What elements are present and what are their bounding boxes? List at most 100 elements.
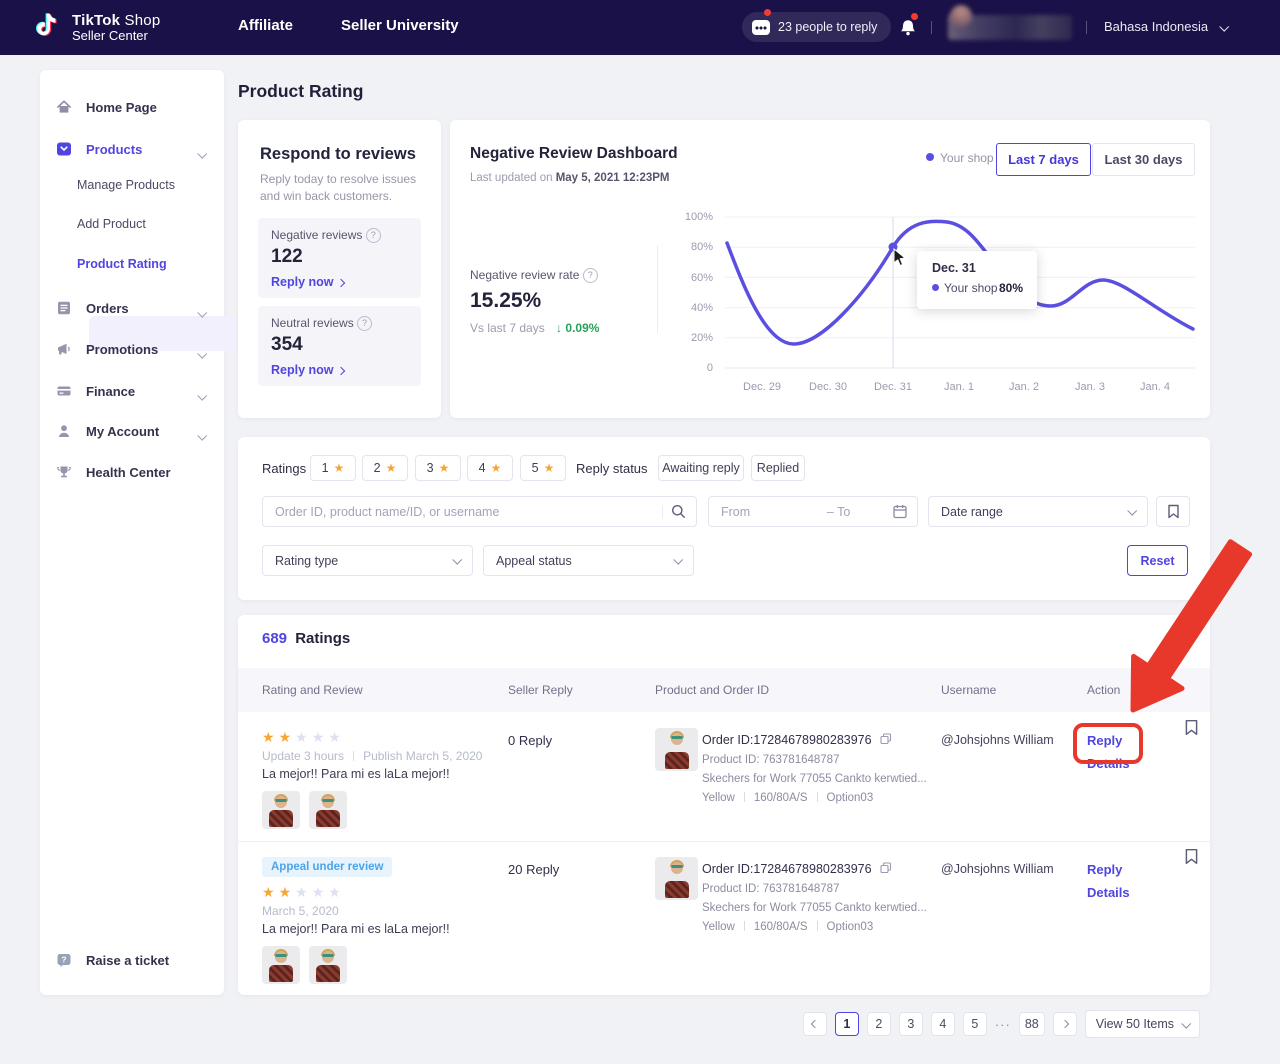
date-from-to-input[interactable]: From – To [708,496,918,527]
appeal-status-select[interactable]: Appeal status [483,545,694,576]
sidebar-label: My Account [86,423,160,439]
date-range-select[interactable]: Date range [928,496,1148,527]
column-product-and-order-id: Product and Order ID [655,683,770,697]
sidebar-label: Products [86,141,143,157]
details-link[interactable]: Details [1087,885,1130,900]
review-meta: Update 3 hours Publish March 5, 2020 [262,749,483,763]
stat-divider [657,245,658,333]
review-photo[interactable] [262,946,300,984]
rating-filter-3-star[interactable]: 3 [415,455,461,481]
sidebar-label: Promotions [86,341,159,357]
products-icon [57,142,71,156]
chevron-down-icon [1127,505,1138,516]
date-to-placeholder: – To [826,504,851,519]
rating-type-select[interactable]: Rating type [262,545,473,576]
meta-divider [743,792,745,802]
reset-filters-button[interactable]: Reset [1127,545,1188,576]
neutral-reviews-label: Neutral reviews [271,316,373,331]
bookmark-icon[interactable] [1184,719,1199,736]
pagination-page-3[interactable]: 3 [898,1012,923,1036]
help-icon[interactable] [582,268,598,283]
copy-icon[interactable] [880,733,892,745]
chevron-down-icon [197,145,208,163]
pagination-page-88[interactable]: 88 [1018,1012,1045,1036]
chevron-right-icon [336,278,345,288]
reply-link[interactable]: Reply [1087,733,1123,748]
sidebar-item-my-account[interactable]: My Account [56,421,159,441]
sidebar-item-manage-products[interactable]: Manage Products [77,178,175,192]
pagination-page-4[interactable]: 4 [930,1012,955,1036]
filter-replied-button[interactable]: Replied [751,455,805,481]
review-photo[interactable] [309,946,347,984]
sidebar-item-product-rating[interactable]: Product Rating [77,257,167,271]
question-bubble-icon: ? [57,954,71,967]
language-selector[interactable]: Bahasa Indonesia [1104,19,1229,34]
username: @Johsjohns William [941,733,1054,747]
legend-label: Your shop [940,151,994,165]
sidebar-item-orders[interactable]: Orders [56,298,129,318]
search-icon[interactable] [671,504,686,519]
star-icon [262,885,275,899]
review-photo[interactable] [262,791,300,829]
bookmark-icon[interactable] [1184,848,1199,865]
chevron-right-icon [336,366,345,376]
notification-dot [764,9,771,16]
nav-link-affiliate[interactable]: Affiliate [238,17,294,34]
sidebar-item-promotions[interactable]: Promotions [56,339,158,359]
copy-icon[interactable] [880,862,892,874]
neutral-reply-now-link[interactable]: Reply now [271,363,345,377]
pagination-page-1[interactable]: 1 [834,1012,859,1036]
star-rating [262,885,341,899]
decrease-arrow-icon [556,321,562,335]
pagination-page-5[interactable]: 5 [962,1012,987,1036]
sidebar-item-finance[interactable]: Finance [56,381,135,401]
sidebar-item-home-page[interactable]: Home Page [56,97,157,117]
pagination-page-2[interactable]: 2 [866,1012,891,1036]
column-action: Action [1087,683,1121,697]
rate-comparison: Vs last 7 days 0.09% [470,321,599,335]
negative-reply-now-link[interactable]: Reply now [271,275,345,289]
rating-filter-2-star[interactable]: 2 [362,455,408,481]
review-text: La mejor!! Para mi es laLa mejor!! [262,767,450,781]
product-image[interactable] [655,728,698,771]
home-icon [57,100,71,113]
chevron-right-icon [1060,1019,1069,1029]
sidebar-item-products[interactable]: Products [56,139,142,159]
search-input[interactable] [263,504,662,519]
sidebar-label: Home Page [86,99,157,115]
calendar-icon [893,505,907,519]
raise-ticket-button[interactable]: ? Raise a ticket [56,950,169,970]
chat-bubble-icon [752,19,770,35]
y-axis-tick: 40% [690,302,713,314]
help-icon[interactable] [357,316,373,331]
nav-link-seller-university[interactable]: Seller University [341,17,459,34]
pagination-next-button[interactable] [1052,1012,1077,1036]
rating-filter-5-star[interactable]: 5 [520,455,566,481]
filter-awaiting-reply-button[interactable]: Awaiting reply [658,455,744,481]
rating-filter-4-star[interactable]: 4 [467,455,513,481]
people-to-reply-pill[interactable]: 23 people to reply [742,9,892,42]
review-photo[interactable] [309,791,347,829]
reply-link[interactable]: Reply [1087,862,1123,877]
star-icon [295,730,308,744]
sidebar-selected-highlight [89,316,255,351]
order-id: Order ID:17284678980283976 [702,733,892,747]
star-icon [439,462,450,474]
product-image[interactable] [655,857,698,900]
sidebar-item-health-center[interactable]: Health Center [56,462,171,482]
help-icon[interactable] [365,228,381,243]
pagination-prev-button[interactable] [802,1012,827,1036]
page-size-select[interactable]: View 50 Items [1084,1010,1200,1038]
range-last-7-days-button[interactable]: Last 7 days [996,143,1091,176]
svg-text:?: ? [61,955,66,965]
x-axis-tick: Dec. 31 [874,381,912,393]
saved-filters-bookmark-button[interactable] [1156,496,1190,527]
sidebar-item-add-product[interactable]: Add Product [77,217,146,231]
pagination: 1 2 3 4 5 ··· 88 View 50 Items [802,1010,1200,1038]
rating-filter-1-star[interactable]: 1 [310,455,356,481]
column-username: Username [941,683,997,697]
range-last-30-days-button[interactable]: Last 30 days [1092,143,1195,176]
brand-seller-center: Seller Center [72,28,148,43]
bell-icon[interactable] [899,18,917,38]
seller-reply-count: 0 Reply [508,733,553,748]
